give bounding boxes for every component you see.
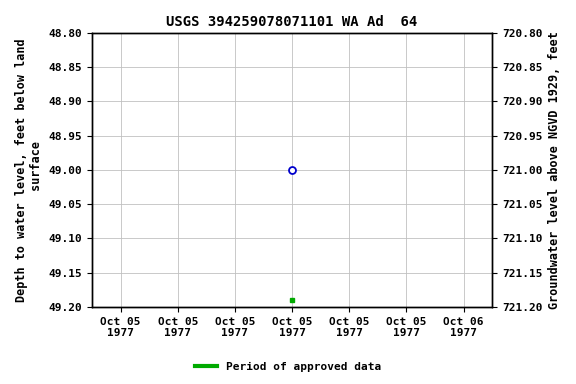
Legend: Period of approved data: Period of approved data: [191, 358, 385, 377]
Y-axis label: Groundwater level above NGVD 1929, feet: Groundwater level above NGVD 1929, feet: [548, 31, 561, 309]
Title: USGS 394259078071101 WA Ad  64: USGS 394259078071101 WA Ad 64: [166, 15, 418, 29]
Y-axis label: Depth to water level, feet below land
 surface: Depth to water level, feet below land su…: [15, 38, 43, 302]
